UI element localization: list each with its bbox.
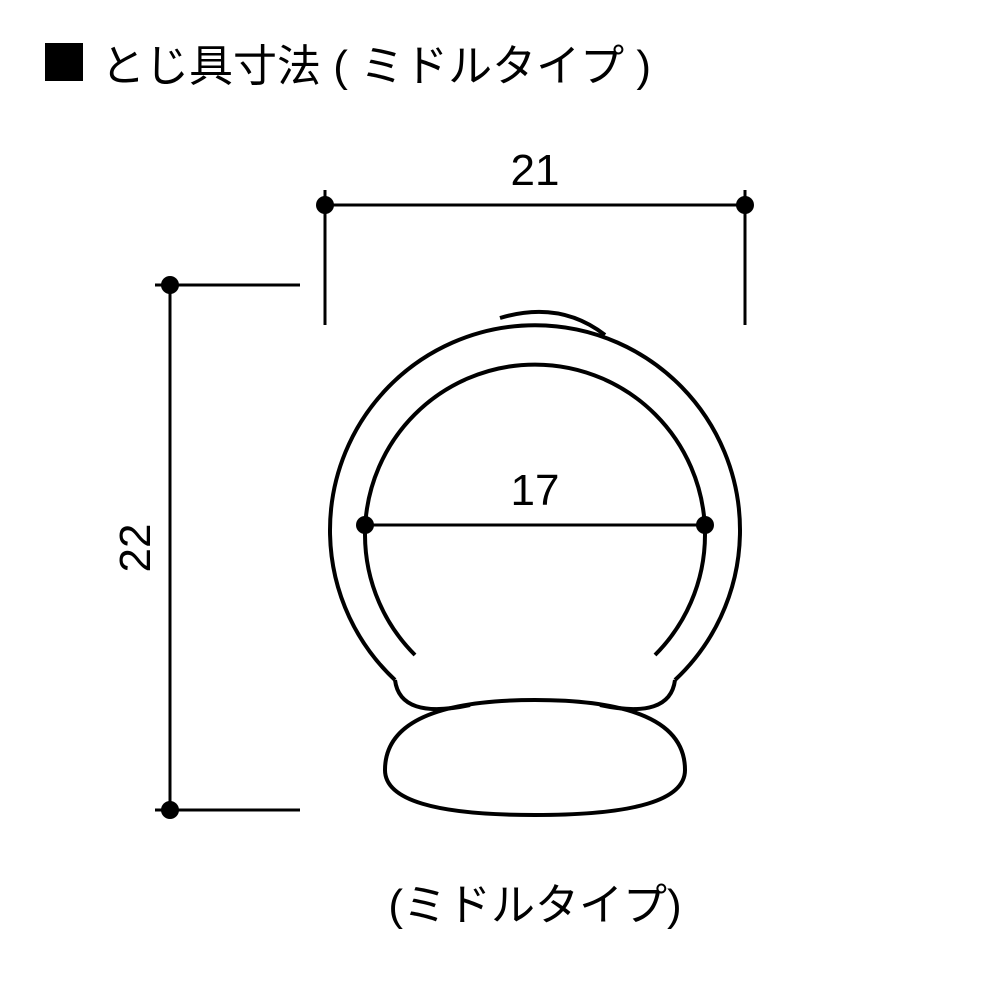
dimension-width: 21 xyxy=(316,146,754,325)
dim-height-label: 22 xyxy=(111,524,160,573)
dimension-diagram: 21 22 xyxy=(0,0,1001,1001)
dimension-inner: 17 xyxy=(356,466,714,534)
binder-base xyxy=(385,680,685,815)
dimension-height: 22 xyxy=(111,276,300,819)
dim-inner-label: 17 xyxy=(511,466,560,515)
diagram-caption: (ミドルタイプ) xyxy=(388,881,681,930)
dim-width-label: 21 xyxy=(511,146,560,195)
